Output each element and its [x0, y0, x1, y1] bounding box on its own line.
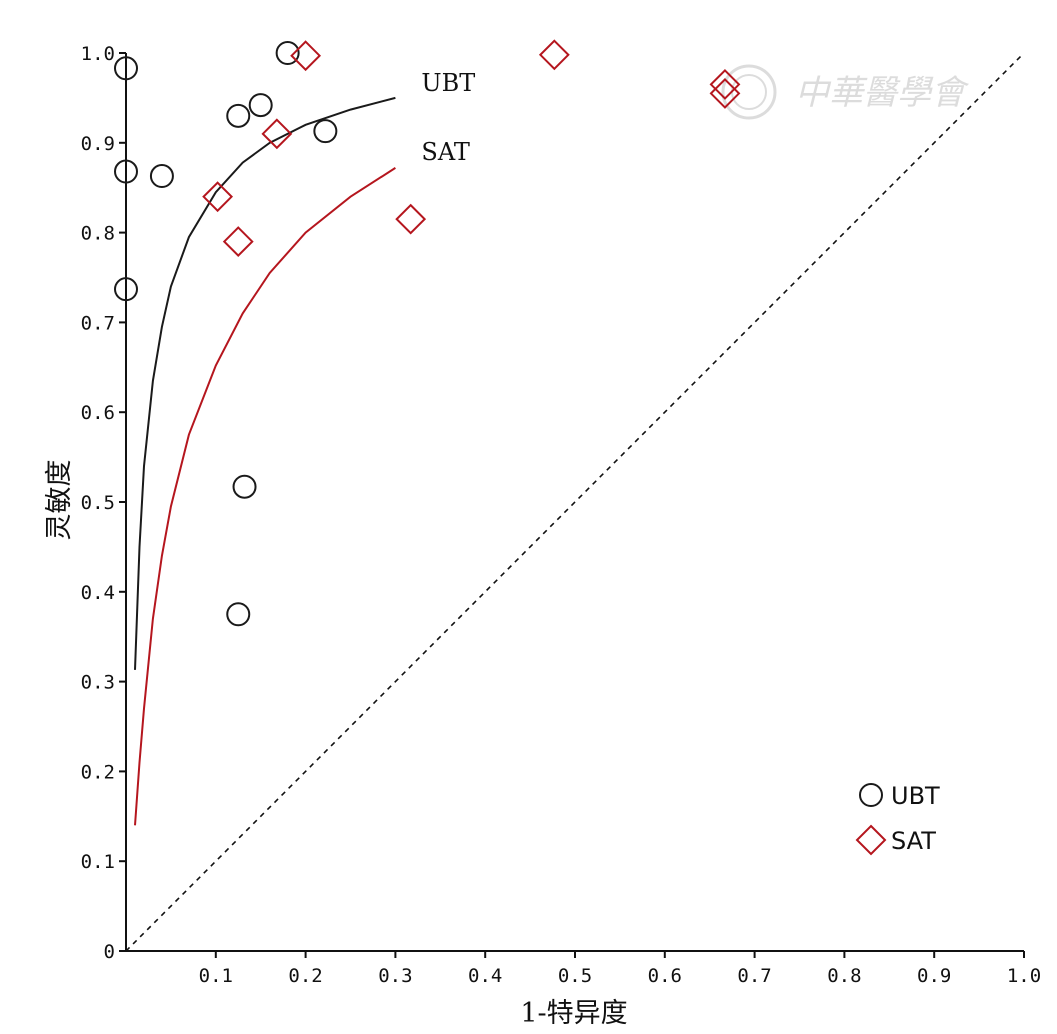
reference-diagonal-line [125, 52, 1025, 952]
data-point-ubt [313, 119, 338, 144]
x-tick-label: 0.2 [288, 965, 322, 987]
data-point-ubt [226, 103, 251, 128]
y-tick-label: 0.8 [81, 223, 115, 245]
sroc-curve-sat [134, 167, 396, 826]
x-tick-label: 0.1 [199, 965, 233, 987]
data-point-ubt [275, 41, 300, 65]
curve-label-sat: SAT [421, 138, 469, 166]
data-point-sat [202, 181, 234, 213]
y-tick-label: 0.4 [81, 582, 115, 604]
y-tick-label: 0.6 [81, 402, 115, 424]
data-points [114, 39, 741, 627]
y-tick-label: 0.3 [81, 672, 115, 694]
legend-label-ubt: UBT [891, 782, 940, 810]
y-tick-label: 0.2 [81, 761, 115, 783]
sroc-curves [134, 96, 396, 826]
watermark-seal-icon [721, 64, 777, 120]
data-point-sat [709, 77, 741, 109]
data-point-ubt [114, 56, 138, 81]
x-tick-label: 0.9 [917, 965, 951, 987]
y-tick-label: 0.9 [81, 133, 115, 155]
data-point-sat [290, 40, 322, 72]
x-tick-label: 0.6 [648, 965, 682, 987]
y-tick-label: 0.5 [81, 492, 115, 514]
x-tick-label: 0.5 [558, 965, 592, 987]
data-point-ubt [114, 277, 138, 302]
x-tick-label: 1.0 [1007, 965, 1041, 987]
data-point-sat [395, 203, 427, 235]
y-axis-label: 灵敏度 [44, 460, 75, 541]
x-axis-label: 1-特异度 [520, 998, 627, 1029]
y-tick-label: 1.0 [81, 43, 115, 65]
data-point-sat [538, 39, 570, 71]
sroc-curve-ubt [134, 96, 396, 670]
data-point-ubt [149, 164, 174, 189]
curve-labels: UBT SAT [421, 69, 475, 166]
watermark-text: 中華醫學會 [795, 73, 970, 113]
x-tick-label: 0.4 [468, 965, 502, 987]
x-tick-label: 0.3 [378, 965, 412, 987]
y-tick-label: 0.7 [81, 312, 115, 334]
data-point-sat [709, 69, 741, 100]
data-point-ubt [226, 602, 251, 627]
data-point-ubt [248, 93, 273, 118]
ticks: 0.1 0.2 0.3 0.4 0.5 0.6 0.7 0.8 0.9 1.0 0 0.1 0.2 0.3… [81, 43, 1041, 987]
y-tick-label: 0 [104, 941, 115, 963]
legend-marker-ubt [859, 783, 883, 807]
data-point-ubt [114, 159, 138, 184]
x-tick-label: 0.7 [737, 965, 771, 987]
watermark: 中華醫學會 [721, 64, 970, 120]
reference-diagonal [125, 52, 1025, 952]
legend-label-sat: SAT [891, 827, 936, 855]
curve-label-ubt: UBT [421, 69, 475, 97]
x-tick-label: 0.8 [827, 965, 861, 987]
legend: UBT SAT [855, 782, 940, 856]
y-tick-label: 0.1 [81, 851, 115, 873]
legend-marker-sat [855, 824, 887, 856]
data-point-sat [222, 226, 254, 257]
data-point-ubt [232, 474, 257, 499]
data-point-sat [261, 118, 293, 150]
